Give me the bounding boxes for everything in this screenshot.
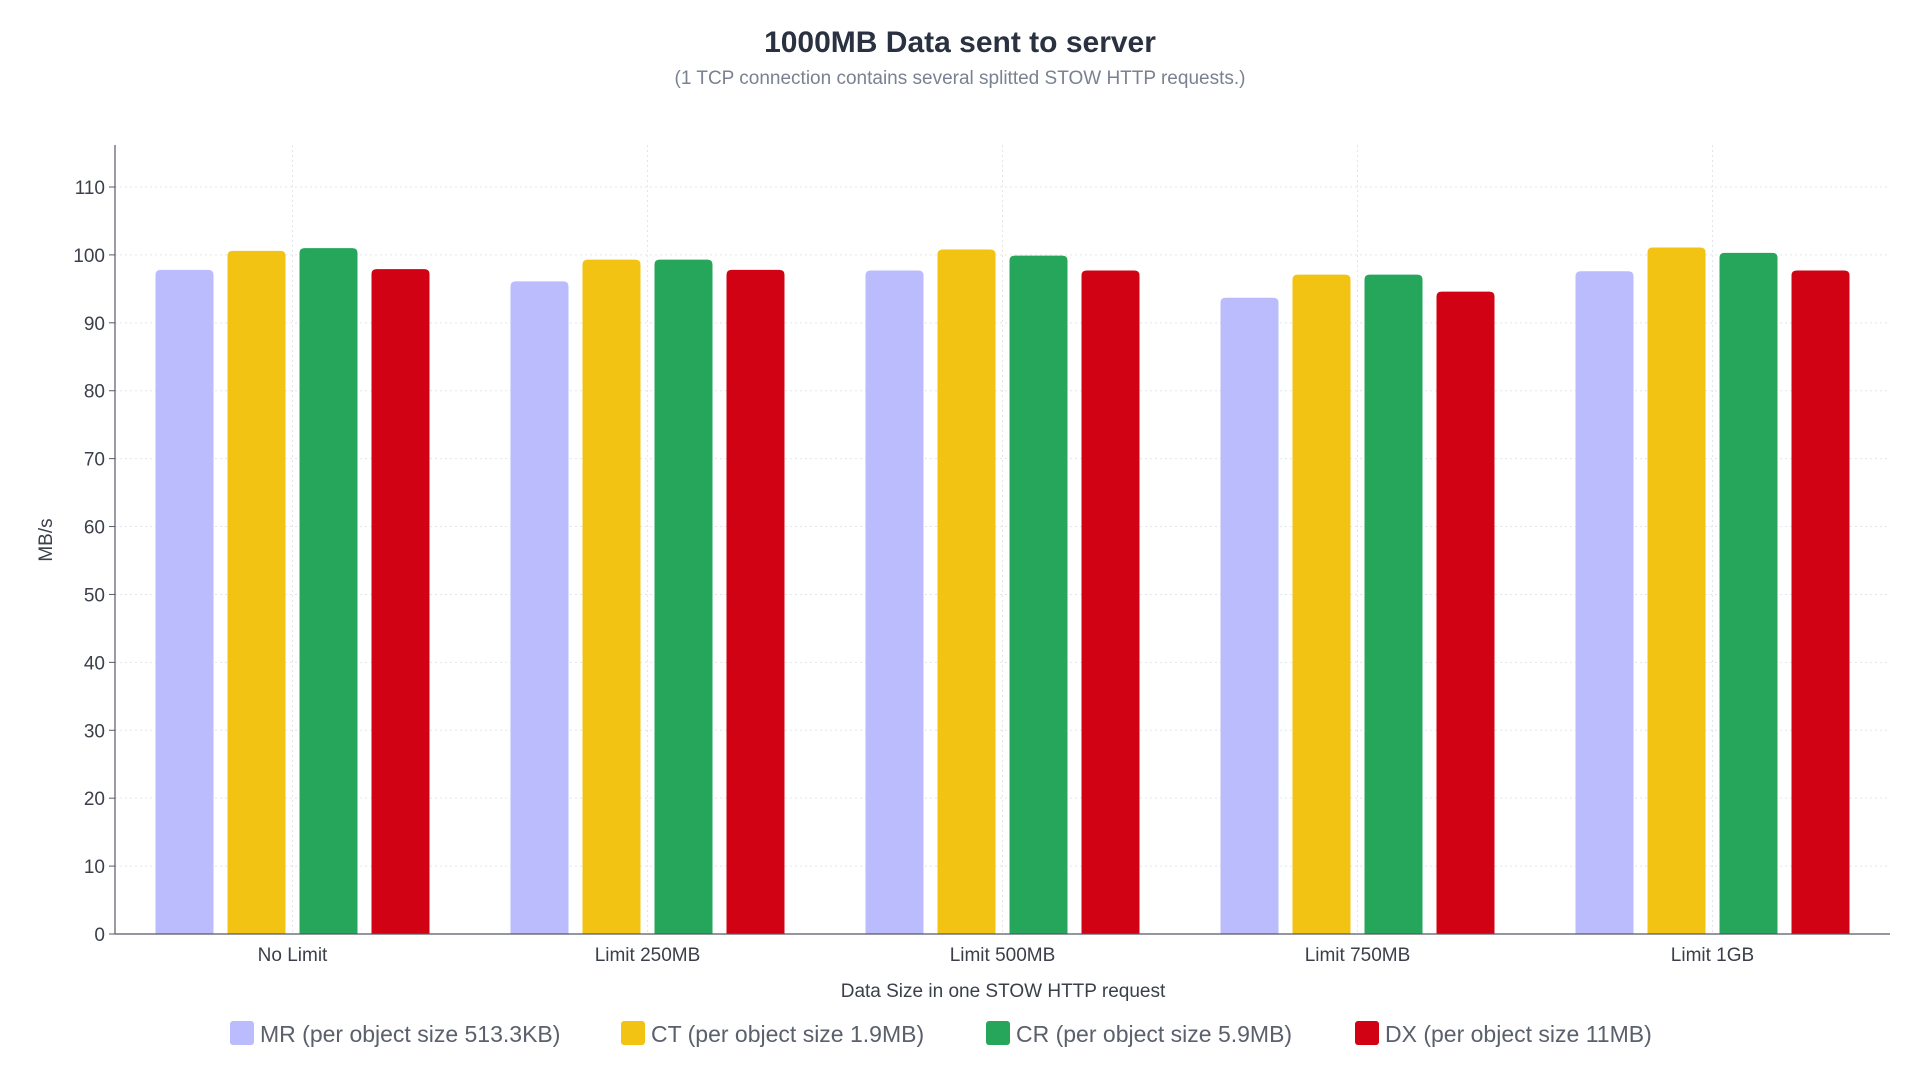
bar [1719,252,1778,934]
bar [299,248,358,935]
bar [937,249,996,934]
bar [510,281,569,934]
axes: 0 10 20 30 40 50 60 70 80 90 100 110 No Limit Limit 2… [73,145,1890,966]
y-tick-label: 20 [84,789,105,810]
y-tick-label: 50 [84,585,105,606]
bar [726,269,785,934]
bar [227,250,286,935]
bar [1220,297,1279,934]
chart-title: 1000MB Data sent to server [764,26,1156,59]
legend-label: DX (per object size 11MB) [1385,1021,1652,1047]
y-tick-label: 110 [75,178,105,199]
legend-swatch [230,1021,254,1045]
bar [1647,247,1706,934]
x-tick-label: Limit 1GB [1671,945,1754,966]
bar [1292,274,1351,934]
legend-swatch [621,1021,645,1045]
bar [1364,274,1423,934]
y-tick-label: 90 [84,314,105,335]
bar [1009,255,1068,934]
x-tick-label: Limit 750MB [1305,945,1411,966]
bar [582,259,641,934]
chart-subtitle: (1 TCP connection contains several split… [675,68,1246,89]
x-axis-label: Data Size in one STOW HTTP request [841,981,1166,1002]
y-tick-label: 30 [84,721,105,742]
bar [1081,270,1140,934]
y-tick-label: 10 [84,857,105,878]
legend: MR (per object size 513.3KB) CT (per obje… [230,1021,1652,1047]
bar [1436,291,1495,935]
legend-label: CR (per object size 5.9MB) [1016,1021,1292,1047]
legend-label: MR (per object size 513.3KB) [260,1021,560,1047]
y-tick-label: 60 [84,518,105,539]
legend-swatch [986,1021,1010,1045]
bar [1575,271,1634,934]
legend-item: CR (per object size 5.9MB) [986,1021,1292,1047]
bar [371,269,430,934]
legend-label: CT (per object size 1.9MB) [651,1021,924,1047]
legend-item: DX (per object size 11MB) [1355,1021,1652,1047]
y-tick-label: 80 [84,382,105,403]
y-tick-label: 40 [84,653,105,674]
legend-item: CT (per object size 1.9MB) [621,1021,924,1047]
bar [654,259,713,934]
x-tick-label: No Limit [258,945,328,966]
bar [155,269,214,934]
bar [865,270,924,934]
y-axis-label: MB/s [36,518,57,561]
y-tick-label: 70 [84,450,105,471]
legend-swatch [1355,1021,1379,1045]
bars [155,247,1850,935]
x-tick-label: Limit 500MB [950,945,1056,966]
x-tick-label: Limit 250MB [595,945,701,966]
legend-item: MR (per object size 513.3KB) [230,1021,560,1047]
y-tick-label: 100 [73,246,105,267]
bar [1791,270,1850,934]
y-tick-label: 0 [94,925,105,946]
